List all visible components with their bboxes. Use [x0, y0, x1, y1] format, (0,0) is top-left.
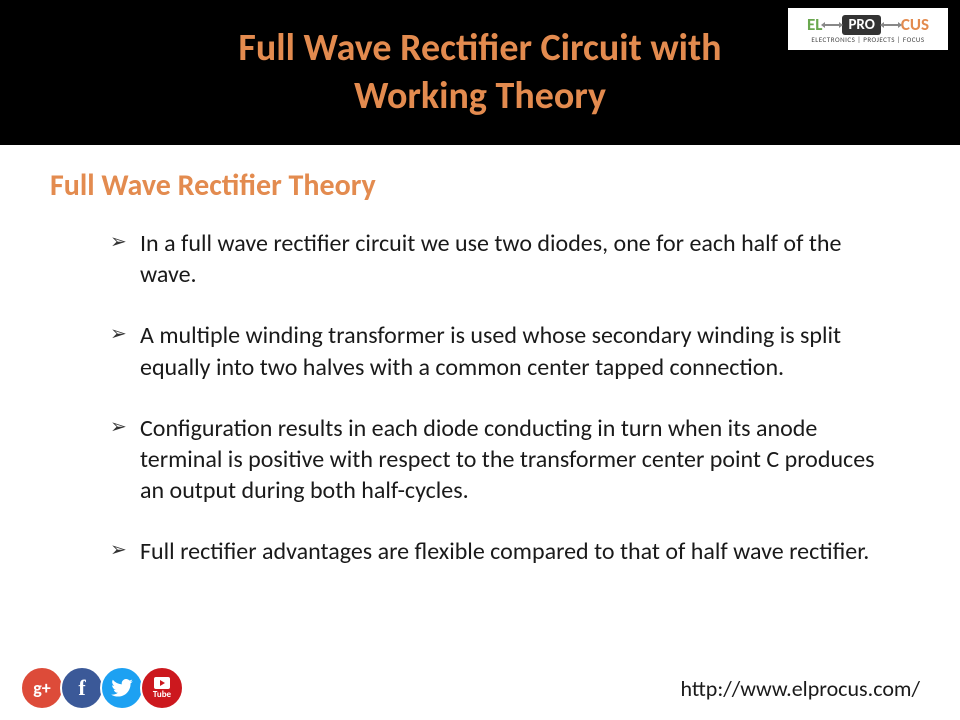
yt-label: Tube	[153, 691, 171, 698]
gplus-label: g+	[33, 677, 51, 699]
title-line-1: Full Wave Rectifier Circuit with	[238, 25, 721, 71]
list-item: Configuration results in each diode cond…	[110, 413, 900, 507]
social-icons-row: g+ f Tube	[20, 666, 180, 710]
twitter-icon[interactable]	[100, 666, 144, 710]
arrow-connector-icon	[825, 24, 839, 26]
bullet-list: In a full wave rectifier circuit we use …	[50, 228, 900, 568]
logo-part-cus: CUS	[901, 14, 929, 35]
title-line-2: Working Theory	[354, 73, 606, 119]
twitter-bird-icon	[111, 679, 133, 697]
slide-header: Full Wave Rectifier Circuit with Working…	[0, 0, 960, 145]
logo-part-el: EL	[807, 14, 822, 35]
logo-tagline: ELECTRONICS | PROJECTS | FOCUS	[811, 35, 924, 44]
list-item: In a full wave rectifier circuit we use …	[110, 228, 900, 290]
play-icon	[154, 677, 170, 689]
footer-url[interactable]: http://www.elprocus.com/	[680, 675, 920, 702]
arrow-connector-icon	[884, 24, 898, 26]
slide-title: Full Wave Rectifier Circuit with Working…	[238, 25, 721, 120]
list-item: Full rectifier advantages are flexible c…	[110, 536, 900, 567]
youtube-icon[interactable]: Tube	[140, 666, 184, 710]
list-item: A multiple winding transformer is used w…	[110, 320, 900, 382]
facebook-icon[interactable]: f	[60, 666, 104, 710]
logo-part-pro: PRO	[842, 15, 880, 35]
google-plus-icon[interactable]: g+	[20, 666, 64, 710]
section-title: Full Wave Rectifier Theory	[50, 167, 900, 204]
brand-logo: EL PRO CUS ELECTRONICS | PROJECTS | FOCU…	[788, 8, 948, 50]
slide-content: Full Wave Rectifier Theory In a full wav…	[0, 145, 960, 568]
fb-label: f	[78, 675, 85, 701]
logo-main: EL PRO CUS	[807, 14, 929, 35]
